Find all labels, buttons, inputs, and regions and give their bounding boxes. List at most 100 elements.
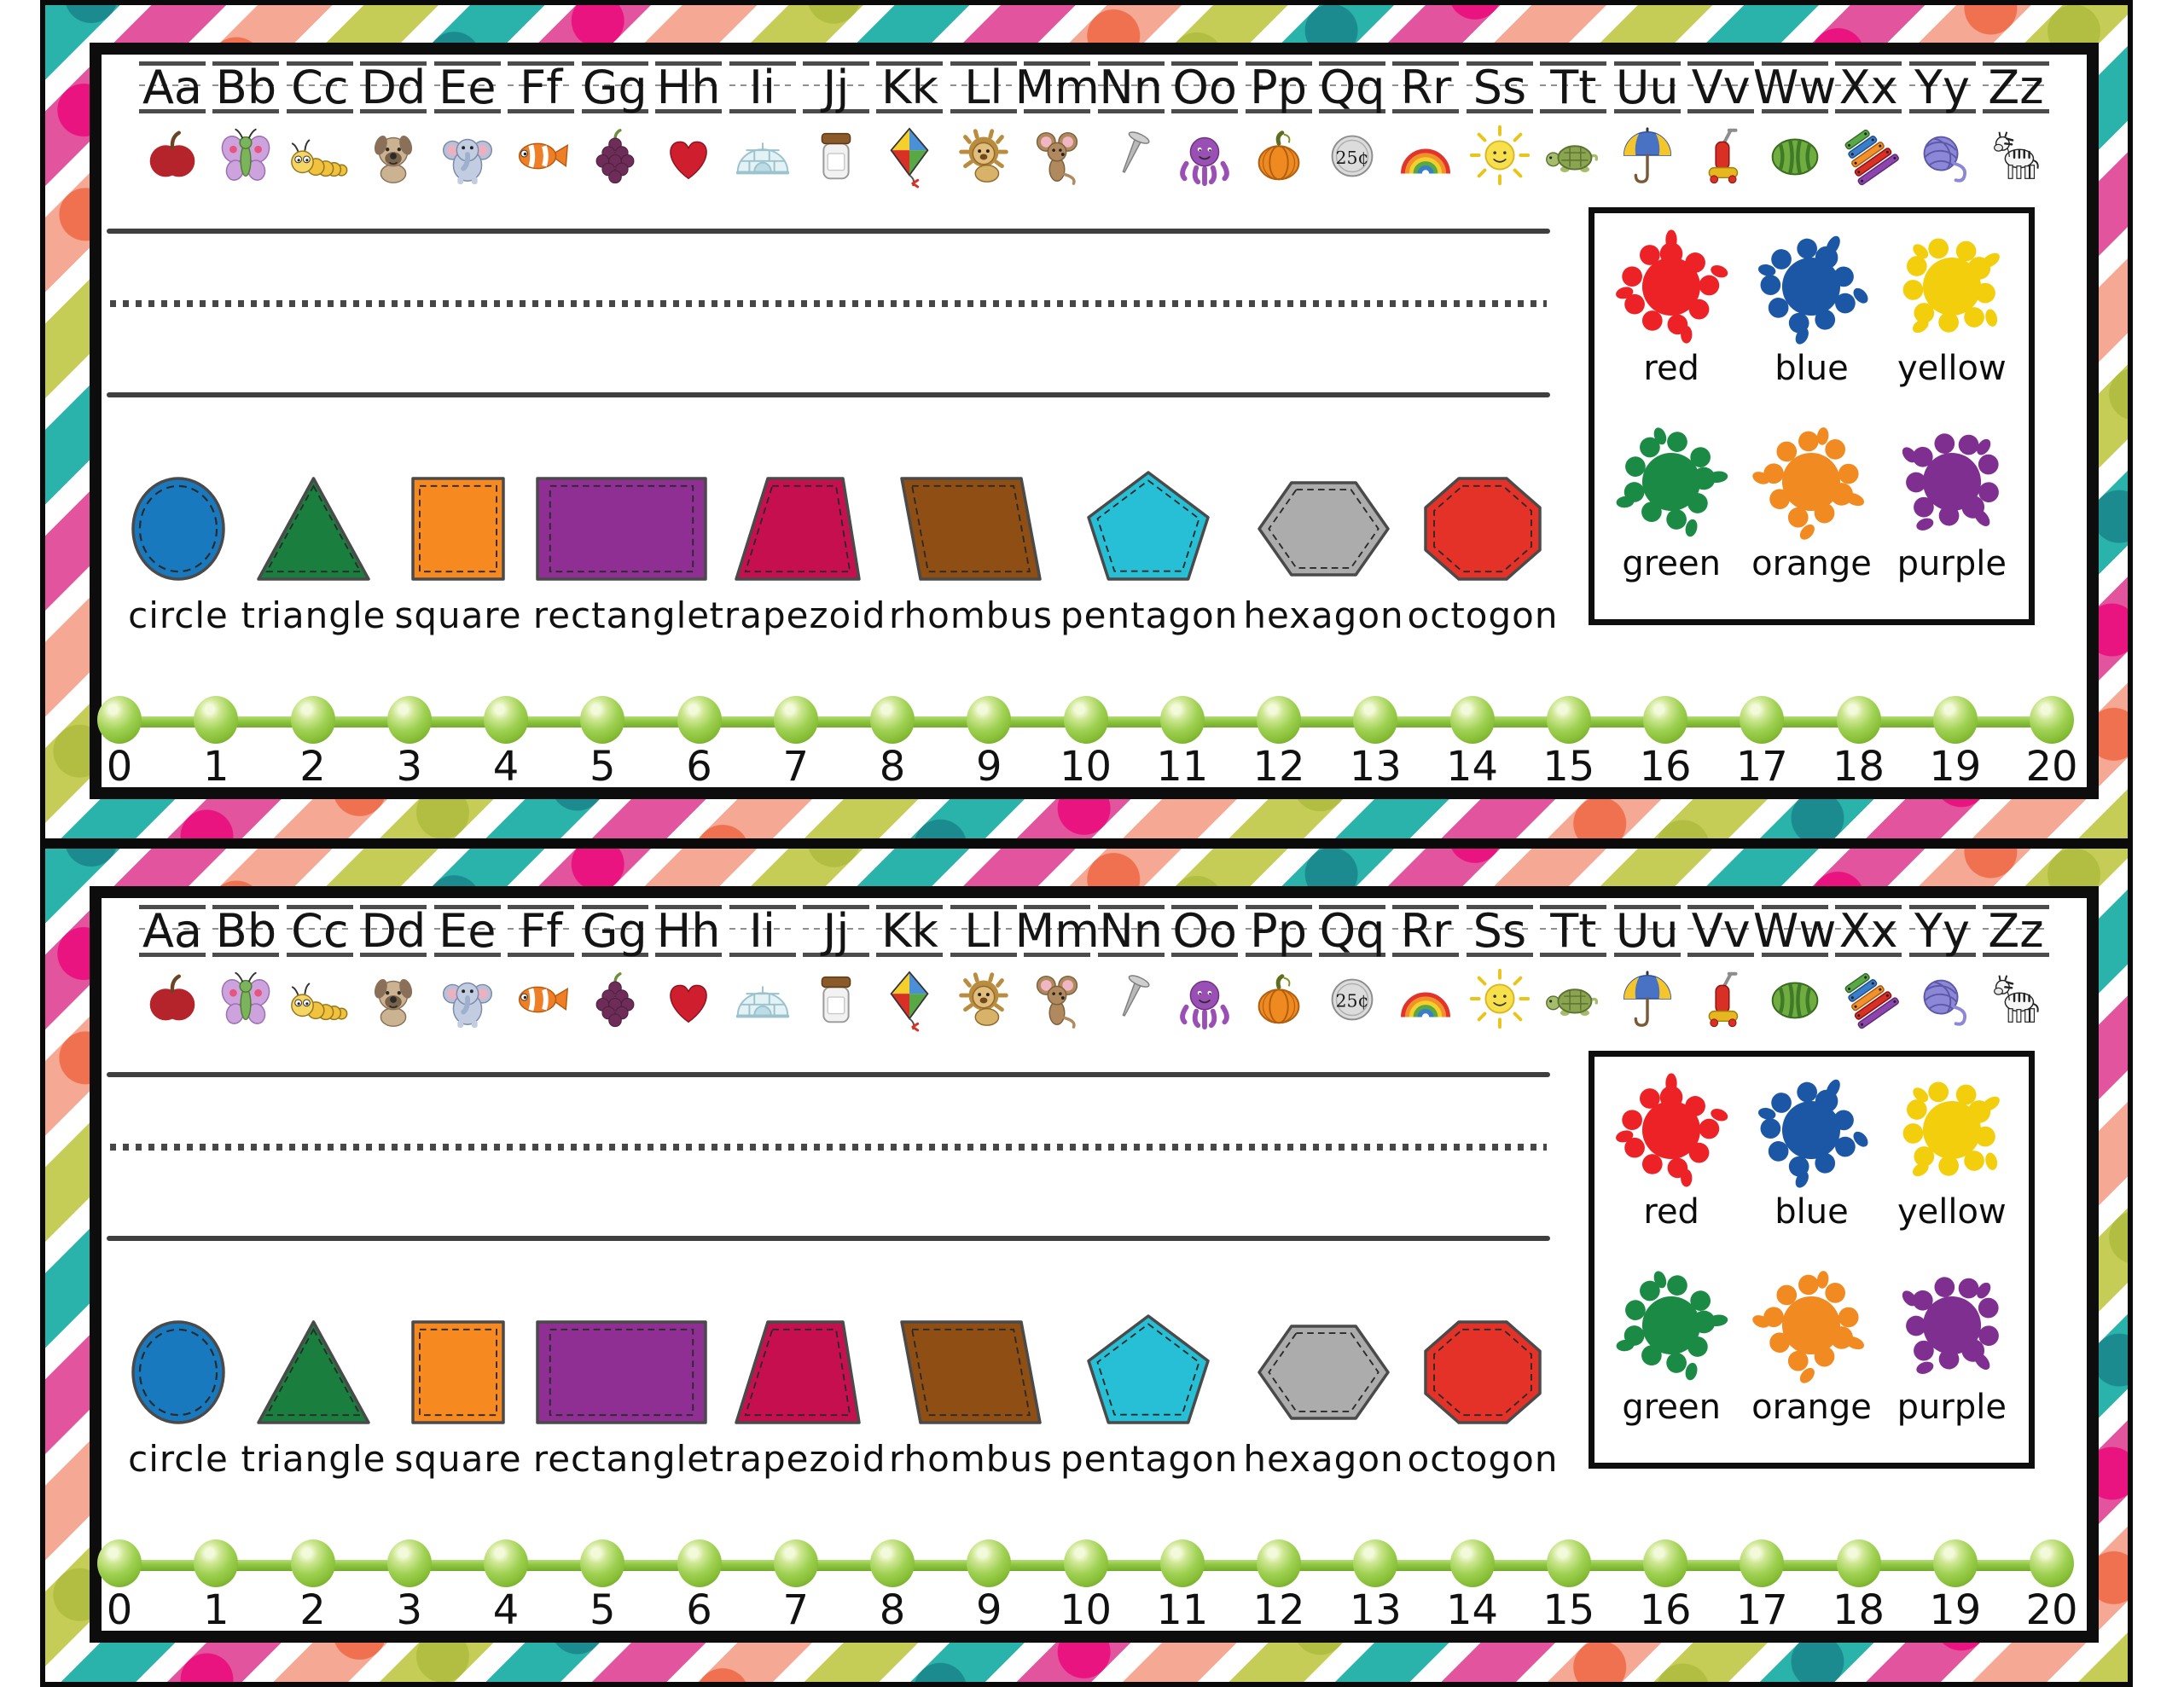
guide-line-top [1982, 61, 2049, 66]
guide-line-bottom [286, 109, 353, 113]
number-label: 15 [1542, 1586, 1595, 1634]
paint-splat [1902, 238, 2000, 333]
guide-line-middle [1466, 84, 1533, 86]
color-chart: red blue yellow green orange purple [1589, 1051, 2035, 1469]
color-label: yellow [1896, 349, 2007, 388]
guide-line-bottom [802, 953, 869, 957]
paint-splat [1616, 1271, 1728, 1381]
letter-pair: Ss [1472, 904, 1527, 958]
guide-line-middle [876, 928, 944, 930]
number-label: 15 [1542, 743, 1595, 791]
watermelon-icon [1762, 965, 1828, 1033]
number-line-item-3: 3 [363, 691, 456, 788]
number-label: 3 [396, 743, 423, 791]
letter-pair: Zz [1988, 904, 2044, 958]
letter-pair: Rr [1400, 904, 1452, 958]
guide-line-middle [286, 928, 353, 930]
guide-line-top [1982, 905, 2049, 909]
sun-icon [1467, 965, 1533, 1033]
yarn-icon [1909, 121, 1976, 189]
letter-pair: Jj [822, 61, 850, 114]
guide-line-top [1466, 905, 1533, 909]
letter-cell-Tt: Tt [1540, 905, 1607, 958]
letter-cell-Ll: Ll [950, 61, 1017, 114]
guide-line-top [433, 61, 501, 66]
guide-line-middle [1097, 928, 1165, 930]
guide-line-bottom [139, 953, 206, 957]
dog-icon [360, 121, 427, 189]
number-line-bead [1257, 1539, 1301, 1587]
rectangle-shape [535, 476, 708, 582]
guide-line-middle [1466, 928, 1533, 930]
color-chart-item-red: red [1601, 223, 1741, 419]
paint-splat [1902, 433, 1999, 530]
number-line-item-7: 7 [749, 691, 843, 788]
guide-line-bottom [1466, 953, 1533, 957]
number-line-item-6: 6 [653, 691, 746, 788]
letter-pair: Bb [215, 61, 277, 114]
letter-cell-Gg: Gg [581, 905, 648, 958]
number-label: 19 [1929, 1586, 1982, 1634]
letter-cell-Qq: Qq [1319, 905, 1385, 958]
guide-line-middle [581, 84, 648, 86]
number-line-item-17: 17 [1715, 691, 1809, 788]
number-line-item-19: 19 [1908, 1534, 2002, 1632]
triangle-shape [256, 1319, 371, 1425]
color-chart: red blue yellow green orange purple [1589, 207, 2035, 625]
letter-cell-Jj: Jj [802, 904, 869, 958]
pentagon-shape [1086, 471, 1211, 582]
shape-label: trapezoid [709, 594, 886, 636]
grapes-icon [582, 965, 648, 1033]
guide-line-top [1687, 905, 1755, 909]
letter-pair: Jj [822, 904, 850, 958]
guide-line-bottom [1835, 953, 1902, 957]
pentagon-shape [1086, 1314, 1211, 1425]
guide-line-bottom [1171, 953, 1239, 957]
number-line-item-4: 4 [459, 691, 553, 788]
plate-frame: Aa Bb Cc Dd Ee Ff Gg Hh Ii Jj Kk Ll Mm Nn Oo Pp Qq Rr Ss Tt… [90, 886, 2099, 1643]
number-line-bead [1449, 1539, 1495, 1587]
guide-line-middle [1761, 928, 1828, 930]
guide-line-middle [139, 928, 206, 930]
guide-line-top [729, 61, 796, 66]
letter-cell-Yy: Yy [1908, 61, 1976, 114]
letter-cell-Vv: Vv [1687, 905, 1755, 958]
letter-cell-Kk: Kk [876, 61, 944, 114]
guide-line-bottom [1908, 953, 1976, 957]
rhombus-shape [899, 1319, 1043, 1425]
shape-label: octogon [1407, 594, 1559, 636]
fish-icon [508, 121, 574, 189]
number-label: 1 [202, 1586, 229, 1634]
color-chart-item-red: red [1601, 1067, 1741, 1262]
letter-cell-Zz: Zz [1982, 61, 2049, 114]
shape-label: triangle [241, 1438, 386, 1480]
letter-cell-Xx: Xx [1835, 905, 1902, 958]
guide-line-top [1245, 905, 1312, 909]
letter-cell-Ww: Ww [1753, 905, 1836, 958]
guide-line-middle [212, 84, 280, 86]
letter-pair: Uu [1615, 61, 1679, 114]
number-line: 0 1 2 3 4 5 6 7 8 9 10 11 12 13 14 15 16 17 18 19 20 [97, 1534, 2087, 1634]
number-label: 7 [782, 1586, 810, 1634]
number-label: 2 [299, 743, 326, 791]
number-line-item-12: 12 [1232, 691, 1326, 788]
letter-pair: Dd [361, 904, 427, 958]
paint-splat [1752, 427, 1865, 540]
guide-line-bottom [1097, 109, 1165, 113]
letter-cell-Dd: Dd [360, 905, 427, 958]
letter-pair: Pp [1250, 61, 1307, 114]
guide-line-bottom [212, 953, 280, 957]
guide-line-middle [360, 928, 427, 930]
guide-line-middle [433, 928, 501, 930]
umbrella-icon [1614, 965, 1681, 1033]
letter-pair: Ii [749, 61, 775, 114]
number-line-bead [1836, 1539, 1881, 1587]
letter-pair: Nn [1099, 904, 1163, 958]
caterpillar-icon [287, 965, 353, 1033]
color-label: orange [1751, 544, 1872, 583]
color-label: blue [1774, 1192, 1849, 1232]
trapezoid-shape [734, 1319, 862, 1425]
letter-pair: Rr [1400, 61, 1452, 114]
guide-line-bottom [1761, 953, 1828, 957]
color-label: orange [1751, 1388, 1872, 1427]
